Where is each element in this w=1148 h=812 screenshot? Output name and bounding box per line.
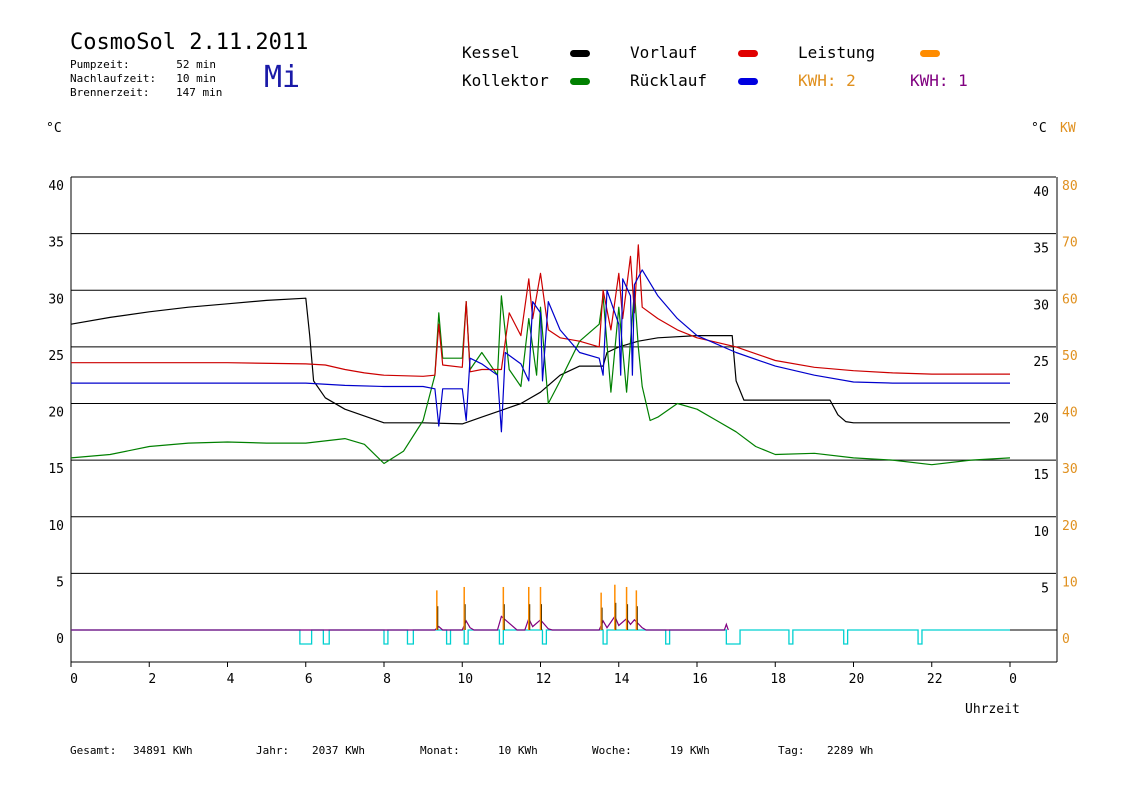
y-right-tick-20: 20 — [1033, 412, 1049, 427]
y-kw-tick-10: 10 — [1062, 575, 1078, 590]
x-tick-12: 12 — [536, 672, 552, 687]
footer-tag-value: 2289 Wh — [827, 744, 874, 757]
legend-vorlauf-swatch — [738, 50, 758, 57]
y-left-tick-25: 25 — [48, 349, 64, 364]
footer-woche-label: Woche: — [592, 744, 632, 757]
y-right-tick-40: 40 — [1033, 185, 1049, 200]
legend-kessel-label: Kessel — [462, 43, 520, 62]
series-kollektor — [70, 289, 1011, 466]
y-kw-tick-60: 60 — [1062, 292, 1078, 307]
footer-jahr-label: Jahr: — [256, 744, 290, 757]
legend-ruecklauf-label: Rücklauf — [630, 71, 708, 90]
y-left-tick-40: 40 — [48, 179, 64, 194]
info-pumpzeit-label: Pumpzeit: — [70, 58, 130, 71]
y-kw-tick-70: 70 — [1062, 236, 1078, 251]
footer-gesamt-value: 34891 KWh — [133, 744, 193, 757]
footer-jahr-value: 2037 KWh — [312, 744, 365, 757]
y-kw-tick-40: 40 — [1062, 406, 1078, 421]
chart-title: CosmoSol 2.11.2011 — [70, 30, 309, 55]
series-pumpe — [71, 629, 1010, 645]
series-ruecklauf — [71, 269, 1010, 433]
right-kw-axis-unit: KW — [1060, 121, 1076, 136]
footer-monat-value: 10 KWh — [498, 744, 538, 757]
y-right-tick-35: 35 — [1033, 242, 1049, 257]
legend-kollektor-label: Kollektor — [462, 71, 549, 90]
x-tick-10: 10 — [457, 672, 473, 687]
y-right-tick-10: 10 — [1033, 525, 1049, 540]
legend-leistung-label: Leistung — [798, 43, 876, 62]
legend-ruecklauf-swatch — [738, 78, 758, 85]
y-left-tick-15: 15 — [48, 462, 64, 477]
legend-kwh2-label: KWH: 2 — [798, 71, 856, 90]
info-brennerzeit-label: Brennerzeit: — [70, 86, 150, 99]
y-kw-tick-20: 20 — [1062, 519, 1078, 534]
y-kw-tick-30: 30 — [1062, 462, 1078, 477]
x-tick-14: 14 — [614, 672, 630, 687]
x-tick-6: 6 — [305, 672, 313, 687]
y-left-tick-20: 20 — [48, 406, 64, 421]
footer-woche-value: 19 KWh — [670, 744, 710, 757]
x-tick-0: 0 — [70, 672, 78, 687]
x-tick-4: 4 — [227, 672, 235, 687]
y-left-tick-35: 35 — [48, 236, 64, 251]
series-kessel — [70, 297, 1010, 425]
footer-monat-label: Monat: — [420, 744, 460, 757]
info-nachlaufzeit-label: Nachlaufzeit: — [70, 72, 157, 85]
x-tick-22: 22 — [927, 672, 943, 687]
footer-tag-label: Tag: — [778, 744, 805, 757]
left-axis-unit: °C — [46, 121, 62, 136]
x-tick-8: 8 — [383, 672, 391, 687]
legend-vorlauf-label: Vorlauf — [630, 43, 698, 62]
series-kwh — [71, 615, 729, 631]
x-tick-16: 16 — [692, 672, 708, 687]
legend-kessel-swatch — [570, 50, 590, 57]
y-right-tick-5: 5 — [1041, 581, 1049, 596]
y-right-tick-15: 15 — [1033, 468, 1049, 483]
x-tick-2: 2 — [148, 672, 156, 687]
legend-kollektor-swatch — [570, 78, 590, 85]
info-nachlaufzeit-value: 10 min — [176, 72, 216, 85]
y-left-tick-5: 5 — [56, 575, 64, 590]
y-kw-tick-50: 50 — [1062, 349, 1078, 364]
y-right-tick-30: 30 — [1033, 298, 1049, 313]
y-kw-tick-0: 0 — [1062, 632, 1070, 647]
y-left-tick-0: 0 — [56, 632, 64, 647]
right-axis-unit: °C — [1031, 121, 1047, 136]
x-tick-18: 18 — [770, 672, 786, 687]
weekday-label: Mi — [264, 60, 301, 95]
legend-kwh1-label: KWH: 1 — [910, 71, 968, 90]
y-kw-tick-80: 80 — [1062, 179, 1078, 194]
legend-leistung-swatch — [920, 50, 940, 57]
y-left-tick-10: 10 — [48, 519, 64, 534]
y-left-tick-30: 30 — [48, 292, 64, 307]
x-axis-label: Uhrzeit — [965, 702, 1020, 717]
info-pumpzeit-value: 52 min — [176, 58, 216, 71]
footer-gesamt-label: Gesamt: — [70, 744, 117, 757]
x-tick-24: 0 — [1009, 672, 1017, 687]
x-tick-20: 20 — [849, 672, 865, 687]
y-right-tick-25: 25 — [1033, 355, 1049, 370]
